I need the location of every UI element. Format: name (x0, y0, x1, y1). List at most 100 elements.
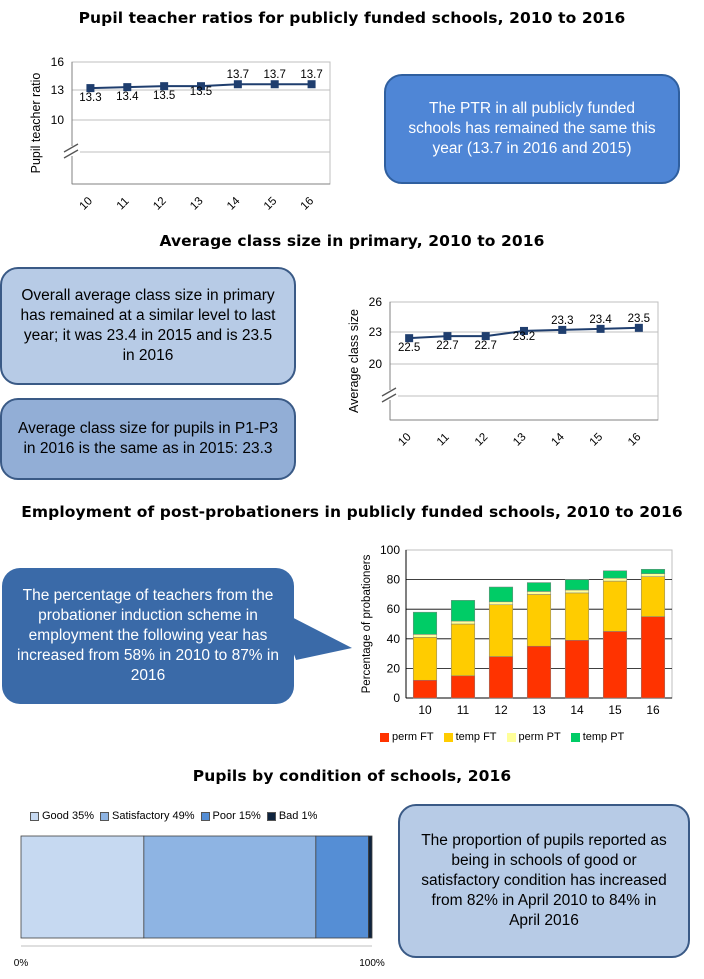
emp-bar-segment (450, 675, 476, 699)
ptr-axis-break-mark (63, 143, 79, 153)
class-axis-break-mark (381, 387, 397, 397)
ptr-data-label: 13.3 (79, 92, 101, 104)
emp-x-tick-label: 12 (494, 703, 508, 717)
emp-bar-segment (602, 577, 628, 582)
emp-bar-segment (488, 586, 514, 603)
legend-item-good: Good 35% (30, 810, 94, 822)
emp-bar-segment (602, 580, 628, 632)
emp-bar-segment (564, 592, 590, 641)
emp-y-tick-label: 0 (393, 691, 400, 705)
class-data-label: 22.5 (398, 342, 420, 354)
condition-axis-label-start: 0% (14, 958, 29, 969)
emp-bar-segment (564, 640, 590, 699)
class-data-label: 22.7 (475, 340, 497, 352)
legend-label-temp-ft: temp FT (455, 731, 497, 743)
class-data-point (520, 326, 528, 335)
class-data-label: 23.5 (628, 313, 650, 325)
class-overall-callout: Overall average class size in primary ha… (0, 267, 296, 385)
employment-legend: perm FT temp FT perm PT temp PT (380, 731, 624, 743)
class-data-point (405, 334, 414, 343)
emp-x-tick-label: 15 (608, 703, 622, 717)
emp-bar-segment (412, 634, 438, 638)
emp-y-axis-label: Percentage of probationers (361, 554, 373, 693)
emp-y-tick-label: 60 (387, 602, 401, 616)
ptr-callout: The PTR in all publicly funded schools h… (384, 74, 680, 184)
condition-bar-segment (143, 835, 317, 939)
condition-bar-segment (368, 835, 373, 939)
condition-callout: The proportion of pupils reported as bei… (398, 804, 690, 958)
class-data-point (443, 332, 452, 341)
emp-x-tick-label: 13 (532, 703, 546, 717)
legend-label-perm-pt: perm PT (518, 731, 561, 743)
emp-bar-segment (564, 579, 590, 591)
employment-callout: The percentage of teachers from the prob… (2, 568, 294, 704)
condition-bar-segment (20, 835, 145, 939)
ptr-data-point (197, 82, 205, 91)
class-axis-break-gap (382, 390, 398, 400)
emp-bar-segment (450, 623, 476, 677)
legend-item-temp-ft: temp FT (443, 731, 497, 743)
class-y-tick-label: 26 (369, 295, 383, 309)
legend-item-bad: Bad 1% (266, 810, 317, 822)
emp-bar-segment (412, 637, 438, 681)
legend-label-good: Good 35% (42, 810, 94, 822)
ptr-data-label: 13.7 (300, 69, 322, 81)
class-p1p3-callout-text: Average class size for pupils in P1-P3 i… (18, 419, 278, 457)
legend-item-perm-pt: perm PT (506, 731, 561, 743)
ptr-line-chart: 16 13 10 Pupil teacher ratio 13.3 13.4 13.5 13.… (29, 55, 331, 213)
ptr-title: Pupil teacher ratios for publicly funded… (78, 9, 626, 27)
employment-title: Employment of post-probationers in publi… (21, 503, 683, 521)
emp-bar-segment (488, 604, 514, 657)
ptr-data-label: 13.7 (264, 69, 286, 81)
condition-bar-segment (315, 835, 369, 939)
emp-bar-segment (526, 645, 552, 699)
legend-item-satisfactory: Satisfactory 49% (99, 810, 195, 822)
emp-bar-segment (602, 570, 628, 579)
emp-y-tick-label: 100 (380, 543, 400, 557)
legend-item-perm-ft: perm FT (380, 731, 434, 743)
class-size-title: Average class size in primary, 2010 to 2… (159, 232, 545, 250)
ptr-data-point (86, 84, 95, 93)
ptr-data-point (160, 82, 169, 91)
class-overall-callout-text: Overall average class size in primary ha… (20, 286, 276, 365)
legend-item-poor: Poor 15% (200, 810, 261, 822)
emp-x-tick-label: 10 (418, 703, 432, 717)
emp-y-tick-label: 20 (387, 661, 401, 675)
ptr-y-axis-label: Pupil teacher ratio (29, 73, 43, 174)
emp-bar-segment (412, 611, 438, 635)
emp-bar-segment (526, 594, 552, 647)
class-data-label: 23.3 (551, 315, 573, 327)
class-data-point (558, 325, 567, 334)
ptr-y-tick-label: 10 (51, 113, 65, 127)
condition-title: Pupils by condition of schools, 2016 (192, 767, 512, 785)
legend-label-temp-pt: temp PT (582, 731, 625, 743)
class-y-tick-label: 23 (369, 325, 383, 339)
legend-label-perm-ft: perm FT (392, 731, 434, 743)
emp-bar-segment (412, 679, 438, 699)
class-data-label: 23.4 (589, 314, 612, 326)
ptr-data-point (123, 83, 132, 92)
class-data-point (481, 332, 490, 341)
ptr-data-point (307, 80, 316, 89)
ptr-data-point (270, 80, 279, 89)
class-p1p3-callout: Average class size for pupils in P1-P3 i… (0, 398, 296, 480)
class-size-line-chart: 26 23 20 Average class size 22.5 22.7 22.7 23.2… (347, 295, 659, 449)
emp-x-tick-label: 16 (646, 703, 660, 717)
ptr-y-tick-label: 16 (51, 55, 65, 69)
condition-legend: Good 35% Satisfactory 49% Poor 15% Bad 1… (30, 810, 317, 822)
condition-axis-label-end: 100% (359, 958, 385, 969)
class-data-label: 22.7 (436, 340, 458, 352)
ptr-data-label: 13.4 (116, 91, 139, 103)
ptr-data-label: 13.5 (153, 90, 175, 102)
emp-bar-segment (526, 591, 552, 595)
class-data-point (634, 323, 643, 332)
emp-bar-segment (450, 620, 476, 625)
emp-bar-segment (450, 600, 476, 622)
legend-label-satisfactory: Satisfactory 49% (111, 810, 195, 822)
legend-label-poor: Poor 15% (212, 810, 261, 822)
emp-bar-segment (640, 568, 666, 574)
ptr-data-label: 13.5 (190, 86, 212, 98)
emp-y-tick-label: 40 (387, 632, 401, 646)
employment-callout-text: The percentage of teachers from the prob… (17, 586, 279, 685)
class-data-point (596, 324, 605, 333)
